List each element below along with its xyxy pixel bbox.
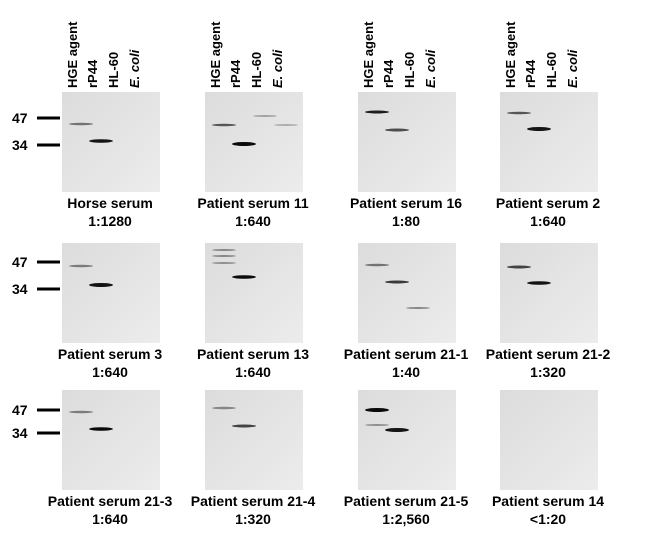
- band: [406, 307, 430, 309]
- marker-label: 34: [12, 137, 28, 153]
- band: [89, 427, 113, 431]
- band: [385, 428, 409, 432]
- band: [274, 124, 298, 126]
- band: [232, 425, 256, 428]
- panel-dilution: <1:20: [530, 511, 566, 527]
- marker-label: 47: [12, 402, 28, 418]
- panel-name: Horse serum: [67, 195, 153, 211]
- panel-name: Patient serum 16: [350, 195, 462, 211]
- panel-dilution: 1:1280: [88, 213, 132, 229]
- band: [232, 275, 256, 279]
- band: [212, 249, 236, 251]
- lane-label: E. coli: [565, 49, 580, 88]
- marker-label: 34: [12, 425, 28, 441]
- lane-label: rP44: [228, 59, 243, 88]
- lane-label: E. coli: [270, 49, 285, 88]
- band: [507, 266, 531, 269]
- band: [69, 411, 93, 414]
- panel-dilution: 1:320: [235, 511, 271, 527]
- blot-panel: [62, 92, 160, 192]
- marker-label: 47: [12, 254, 28, 270]
- panel-name: Patient serum 21-3: [48, 493, 173, 509]
- band: [365, 408, 389, 412]
- panel-dilution: 1:640: [235, 213, 271, 229]
- panel-name: Patient serum 14: [492, 493, 604, 509]
- panel-name: Patient serum 13: [197, 346, 309, 362]
- panel-dilution: 1:640: [92, 511, 128, 527]
- band: [69, 265, 93, 268]
- band: [527, 127, 551, 131]
- lane-label: rP44: [381, 59, 396, 88]
- lane-label: HL-60: [402, 52, 417, 88]
- panel-name: Patient serum 21-4: [191, 493, 316, 509]
- blot-panel: [205, 92, 303, 192]
- blot-panel: [358, 243, 456, 343]
- lane-label: HGE agent: [65, 21, 80, 88]
- band: [212, 124, 236, 127]
- band: [365, 264, 389, 267]
- lane-label: HL-60: [249, 52, 264, 88]
- band: [212, 262, 236, 264]
- lane-label: HGE agent: [503, 21, 518, 88]
- band: [212, 255, 236, 257]
- marker-label: 47: [12, 110, 28, 126]
- panel-dilution: 1:40: [392, 364, 420, 380]
- blot-panel: [500, 243, 598, 343]
- band: [507, 112, 531, 115]
- blot-panel: [358, 92, 456, 192]
- panel-name: Patient serum 11: [197, 195, 308, 211]
- blot-panel: [62, 243, 160, 343]
- band: [69, 123, 93, 126]
- lane-label: rP44: [85, 59, 100, 88]
- band: [385, 129, 409, 132]
- panel-name: Patient serum 3: [58, 346, 162, 362]
- panel-name: Patient serum 2: [496, 195, 600, 211]
- band: [212, 407, 236, 410]
- band: [89, 283, 113, 287]
- band: [365, 111, 389, 114]
- lane-label: E. coli: [127, 49, 142, 88]
- panel-dilution: 1:320: [530, 364, 566, 380]
- blot-panel: [500, 390, 598, 490]
- band: [365, 424, 389, 426]
- figure: HGE agent rP44 HL-60 E. coli HGE agent rP44 HL…: [0, 0, 655, 538]
- lane-label: HL-60: [106, 52, 121, 88]
- blot-panel: [62, 390, 160, 490]
- lane-label: HGE agent: [361, 21, 376, 88]
- band: [89, 139, 113, 143]
- panel-name: Patient serum 21-2: [486, 346, 611, 362]
- blot-panel: [205, 390, 303, 490]
- band: [527, 281, 551, 285]
- blot-panel: [500, 92, 598, 192]
- panel-name: Patient serum 21-1: [344, 346, 469, 362]
- panel-name: Patient serum 21-5: [344, 493, 469, 509]
- band: [232, 142, 256, 146]
- band: [385, 281, 409, 284]
- lane-label: E. coli: [423, 49, 438, 88]
- panel-dilution: 1:640: [530, 213, 566, 229]
- panel-dilution: 1:80: [392, 213, 420, 229]
- lane-label: HGE agent: [208, 21, 223, 88]
- panel-dilution: 1:640: [92, 364, 128, 380]
- band: [253, 115, 277, 117]
- panel-dilution: 1:640: [235, 364, 271, 380]
- marker-label: 34: [12, 281, 28, 297]
- blot-panel: [358, 390, 456, 490]
- lane-label: HL-60: [544, 52, 559, 88]
- panel-dilution: 1:2,560: [382, 511, 430, 527]
- blot-panel: [205, 243, 303, 343]
- lane-label: rP44: [523, 59, 538, 88]
